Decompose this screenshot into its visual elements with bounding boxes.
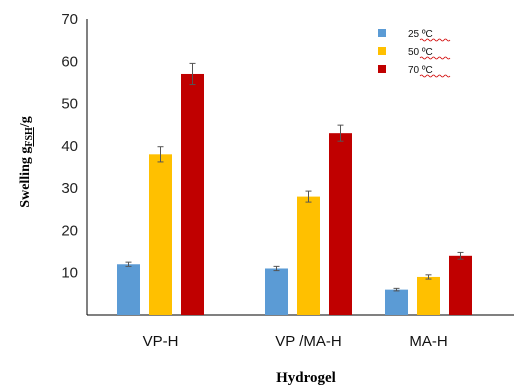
bar — [385, 289, 408, 315]
y-tick-label: 30 — [61, 180, 78, 197]
legend-swatch — [378, 47, 386, 55]
legend-label: 50 ºC — [408, 47, 433, 58]
bar — [297, 196, 320, 315]
error-bars — [125, 62, 464, 292]
x-tick-label: VP /MA-H — [275, 333, 341, 350]
bar — [265, 268, 288, 315]
y-tick-label: 10 — [61, 265, 78, 282]
bar — [417, 276, 440, 315]
bar — [329, 133, 352, 315]
legend: 25 ºC 50 ºC 70 ºC — [378, 29, 451, 78]
bar — [149, 154, 172, 315]
legend-swatch — [378, 65, 386, 73]
bar — [117, 264, 140, 315]
y-tick-label: 20 — [61, 222, 78, 239]
y-axis-title-subscript: FSH — [24, 127, 35, 147]
x-tick-label: MA-H — [409, 333, 447, 350]
y-tick-label: 50 — [61, 96, 78, 113]
y-axis-title-suffix: /g — [18, 116, 33, 128]
x-tick-label: VP-H — [143, 333, 179, 350]
x-axis-title: Hydrogel — [276, 370, 336, 386]
spellcheck-underline — [419, 56, 451, 60]
y-tick-labels: 10 20 30 40 50 60 70 — [61, 11, 78, 282]
spellcheck-underline — [419, 74, 451, 78]
y-tick-label: 40 — [61, 138, 78, 155]
y-tick-label: 60 — [61, 53, 78, 70]
x-tick-labels: VP-H VP /MA-H MA-H — [143, 333, 448, 350]
spellcheck-underline — [419, 38, 451, 42]
y-tick-label: 70 — [61, 11, 78, 28]
y-axis-title: Swelling gFSH/g — [18, 116, 35, 207]
bar — [181, 73, 204, 315]
legend-label: 70 ºC — [408, 65, 433, 76]
y-axis-title-main: Swelling g — [18, 147, 33, 208]
legend-label: 25 ºC — [408, 29, 433, 40]
legend-swatch — [378, 29, 386, 37]
bar — [449, 255, 472, 315]
bars — [117, 73, 472, 315]
